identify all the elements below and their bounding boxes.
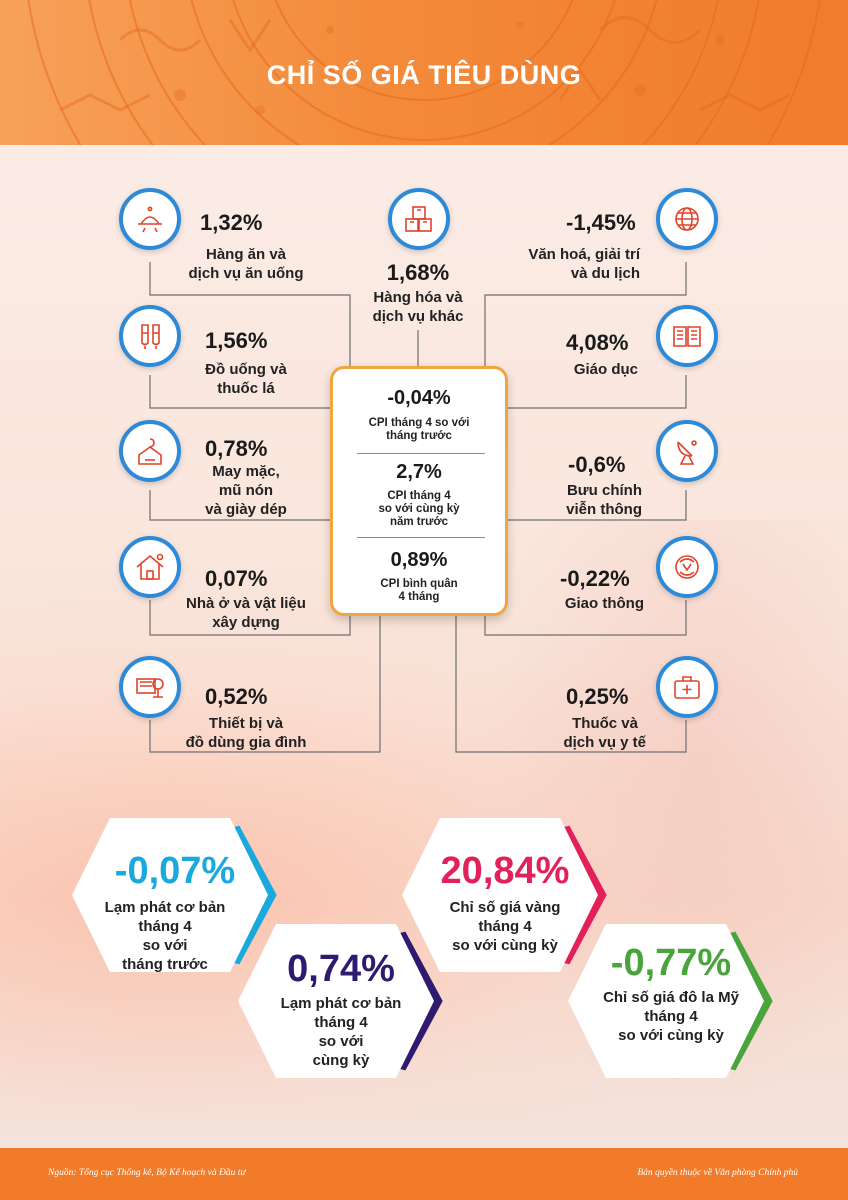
culture-value: -1,45%: [566, 210, 636, 235]
cpi-month-label-line1: CPI tháng 4 so với: [368, 417, 470, 429]
usd-label-line3: so với cùng kỳ: [618, 1027, 724, 1044]
cpi-avg-label-line2: 4 tháng: [398, 591, 440, 603]
clothes-hanger-icon: [119, 420, 181, 482]
drinks-label-line1: Đồ uống và: [205, 361, 287, 378]
traffic-icon: [656, 536, 718, 598]
usd-price-hexagon: -0,77% Chỉ số giá đô la Mỹ tháng 4 so vớ…: [566, 920, 776, 1082]
core-year-value: 0,74%: [287, 948, 395, 990]
divider: [357, 537, 485, 538]
housing-label-line2: xây dựng: [212, 614, 280, 631]
clothing-label-line2: mũ nón: [218, 482, 274, 499]
goods-label-line1: Hàng hóa và: [373, 289, 463, 306]
divider: [357, 453, 485, 454]
medicine-value: 0,25%: [566, 684, 629, 709]
core-month-label-line4: tháng trước: [122, 956, 208, 973]
cpi-year-label-line2: so với cùng kỳ: [378, 503, 460, 515]
core-year-label-line3: so với: [318, 1033, 364, 1050]
medicine-label-line1: Thuốc và: [572, 715, 638, 732]
appliances-label-line1: Thiết bị và: [208, 715, 284, 732]
satellite-dish-icon: [656, 420, 718, 482]
goods-value: 1,68%: [386, 260, 450, 285]
usd-value: -0,77%: [610, 942, 732, 984]
transport-label-line1: Giao thông: [564, 595, 644, 612]
post-value: -0,6%: [568, 452, 626, 477]
appliances-label-line2: đồ dùng gia đình: [185, 734, 307, 751]
cpi-summary-box: -0,04% CPI tháng 4 so với tháng trước 2,…: [330, 366, 508, 616]
clothing-label-line3: và giày dép: [205, 501, 287, 518]
gold-value: 20,84%: [440, 850, 570, 892]
globe-icon: [656, 188, 718, 250]
core-month-label-line3: so với: [142, 937, 188, 954]
core-month-value: -0,07%: [114, 850, 236, 892]
footer-bar: Nguồn: Tổng cục Thống kê, Bộ Kế hoạch và…: [0, 1148, 848, 1200]
usd-label-line2: tháng 4: [644, 1008, 698, 1025]
page-title: CHỈ SỐ GIÁ TIÊU DÙNG: [266, 60, 582, 90]
boxes-icon: [388, 188, 450, 250]
cpi-avg-label-line1: CPI bình quân: [380, 578, 458, 590]
gold-label-line3: so với cùng kỳ: [452, 937, 558, 954]
medicine-label-line2: dịch vụ y tế: [563, 734, 646, 751]
source-note: Nguồn: Tổng cục Thống kê, Bộ Kế hoạch và…: [48, 1168, 246, 1178]
goods-label-line2: dịch vụ khác: [372, 308, 464, 325]
usd-label-line1: Chỉ số giá đô la Mỹ: [603, 989, 739, 1006]
housing-label-line1: Nhà ở và vật liệu: [186, 595, 306, 612]
culture-label-line2: và du lịch: [570, 265, 640, 282]
cpi-year-label-line3: năm trước: [389, 516, 449, 528]
food-label-line2: dịch vụ ăn uống: [188, 265, 304, 282]
clothing-value: 0,78%: [205, 436, 268, 461]
appliances-value: 0,52%: [205, 684, 268, 709]
education-label-line1: Giáo dục: [573, 361, 638, 378]
core-inflation-year-hexagon: 0,74% Lạm phát cơ bản tháng 4 so với cùn…: [236, 920, 446, 1082]
food-label-line1: Hàng ăn và: [205, 246, 287, 263]
transport-value: -0,22%: [560, 566, 630, 591]
appliances-icon: [119, 656, 181, 718]
clothing-label-line1: May mặc,: [212, 463, 280, 480]
gold-price-hexagon: 20,84% Chỉ số giá vàng tháng 4 so với cù…: [400, 814, 610, 976]
header-banner: CHỈ SỐ GIÁ TIÊU DÙNG: [0, 0, 848, 145]
cpi-year-value: 2,7%: [396, 461, 442, 483]
copyright-note: Bản quyền thuộc về Văn phòng Chính phủ: [637, 1168, 798, 1178]
drinks-value: 1,56%: [205, 328, 268, 353]
post-label-line2: viễn thông: [566, 501, 642, 518]
medical-kit-icon: [656, 656, 718, 718]
housing-value: 0,07%: [205, 566, 268, 591]
cpi-month-label-line2: tháng trước: [386, 430, 452, 442]
core-year-label-line4: cùng kỳ: [312, 1052, 370, 1069]
house-icon: [119, 536, 181, 598]
core-year-label-line1: Lạm phát cơ bản: [280, 995, 402, 1012]
book-icon: [656, 305, 718, 367]
food-tray-icon: [119, 188, 181, 250]
education-value: 4,08%: [566, 330, 629, 355]
core-inflation-month-hexagon: -0,07% Lạm phát cơ bản tháng 4 so với th…: [70, 814, 280, 976]
cpi-avg-value: 0,89%: [390, 549, 448, 571]
drinks-icon: [119, 305, 181, 367]
post-label-line1: Bưu chính: [566, 482, 642, 499]
drinks-label-line2: thuốc lá: [217, 380, 275, 397]
bronze-drum-pattern-icon: [27, 0, 821, 145]
cpi-month-value: -0,04%: [387, 387, 451, 409]
gold-label-line2: tháng 4: [478, 918, 532, 935]
culture-label-line1: Văn hoá, giải trí: [528, 246, 640, 263]
gold-label-line1: Chỉ số giá vàng: [449, 899, 561, 916]
cpi-year-label-line1: CPI tháng 4: [387, 490, 451, 502]
core-year-label-line2: tháng 4: [314, 1014, 368, 1031]
core-month-label-line2: tháng 4: [138, 918, 192, 935]
food-value: 1,32%: [200, 210, 263, 235]
core-month-label-line1: Lạm phát cơ bản: [104, 899, 226, 916]
